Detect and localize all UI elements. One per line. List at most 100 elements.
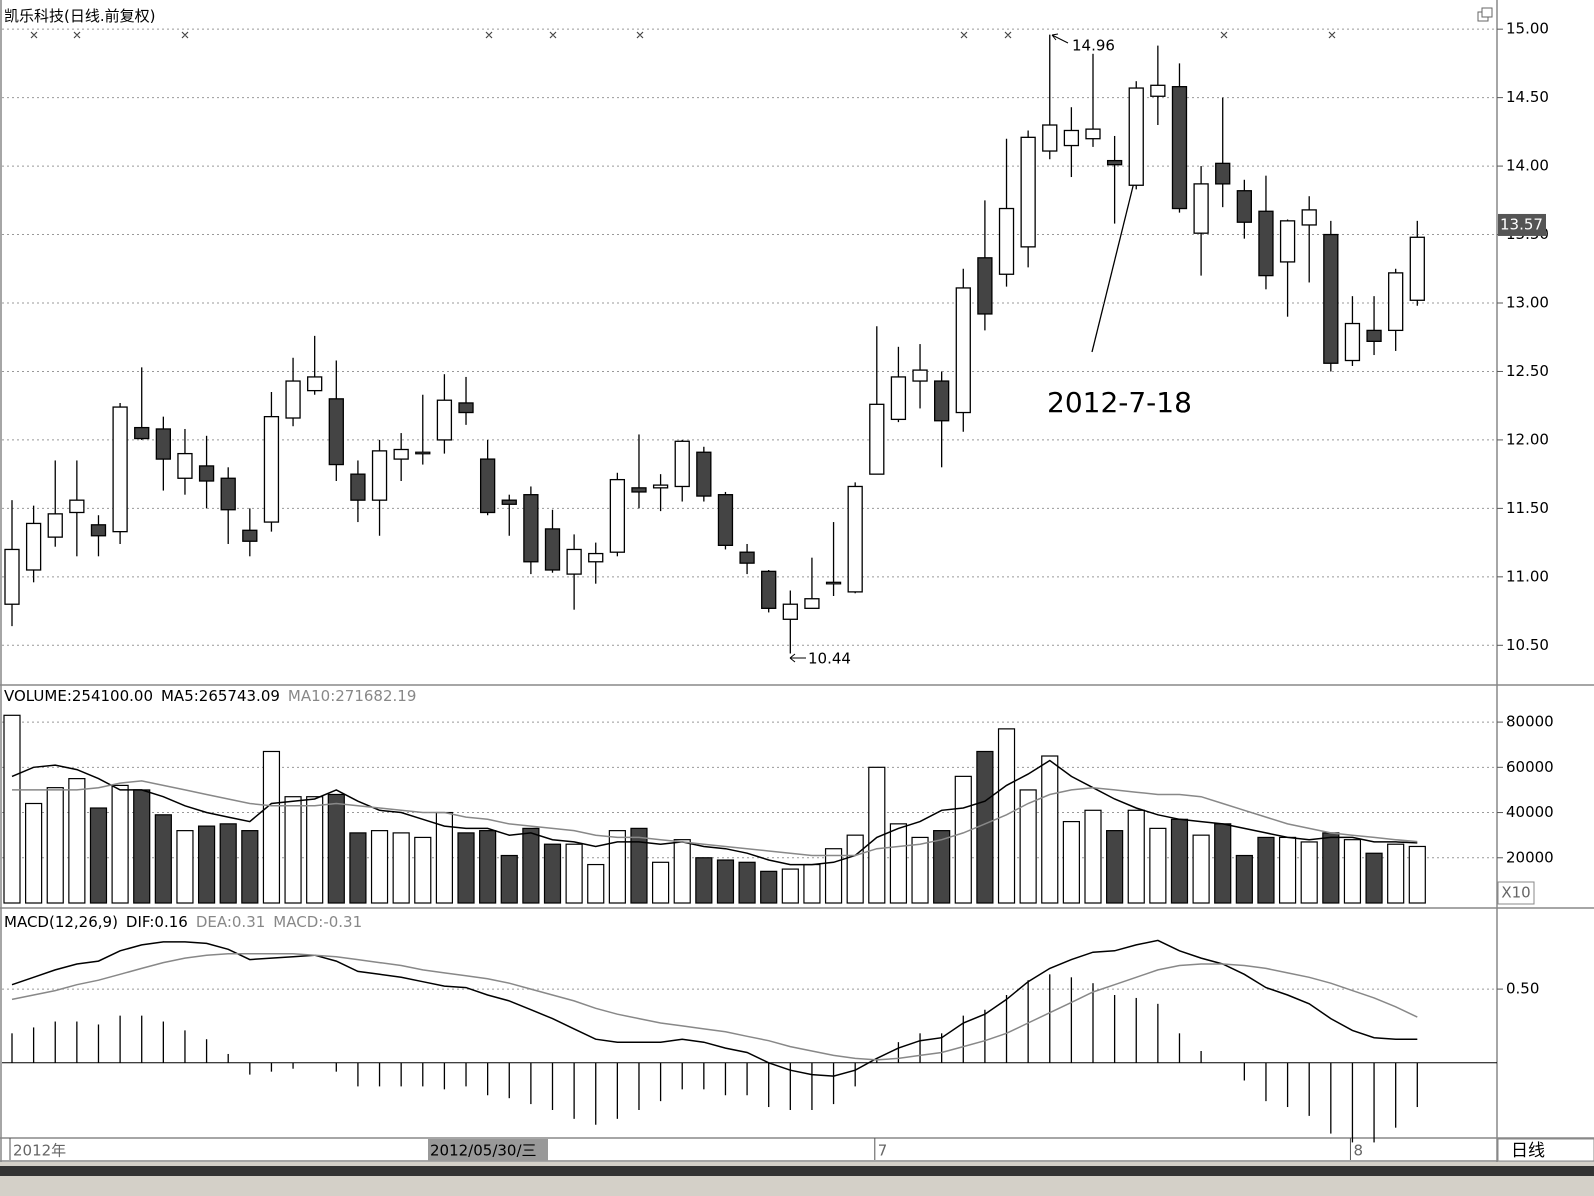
candle-body xyxy=(696,451,712,497)
volume-bar xyxy=(457,832,475,904)
volume-bar xyxy=(241,830,259,904)
candle-body xyxy=(739,551,755,564)
y-tick-label: 60000 xyxy=(1506,758,1554,776)
chart-title: 凯乐科技(日线.前复权) xyxy=(4,7,155,25)
volume-bar xyxy=(111,784,129,904)
volume-header-ma10: MA10:271682.19 xyxy=(288,687,416,705)
volume-bar xyxy=(1041,755,1059,904)
candle-body xyxy=(112,406,128,533)
candle-body xyxy=(977,257,993,315)
indicator-line xyxy=(12,780,1418,857)
candle-body xyxy=(1150,84,1166,97)
y-tick-label: 12.50 xyxy=(1506,362,1549,380)
candle-body xyxy=(501,499,517,505)
volume-bar xyxy=(46,787,64,904)
volume-bar xyxy=(284,796,302,904)
candle-body xyxy=(155,428,171,460)
volume-bar xyxy=(933,830,951,904)
volume-bar xyxy=(1149,827,1167,904)
volume-bar xyxy=(760,870,778,904)
volume-bar xyxy=(327,793,345,904)
volume-bar xyxy=(1300,841,1318,904)
annotation-high: 14.96 xyxy=(1072,37,1115,55)
candle-body xyxy=(415,451,431,455)
candle-body xyxy=(1215,162,1231,185)
candle-body xyxy=(717,494,734,546)
macd-header-name: MACD(12,26,9) xyxy=(4,913,118,931)
candle-body xyxy=(25,522,42,571)
candle-body xyxy=(609,478,626,553)
macd-header-macd: MACD:-0.31 xyxy=(273,913,362,931)
candle-body xyxy=(47,513,63,538)
y-tick-label: 11.50 xyxy=(1506,499,1549,517)
y-tick-label: 10.50 xyxy=(1506,636,1549,654)
period-label: 日线 xyxy=(1511,1141,1545,1161)
volume-bar xyxy=(781,868,799,904)
volume-bar xyxy=(1408,845,1426,904)
volume-bar xyxy=(1257,836,1275,904)
volume-bar xyxy=(1192,834,1210,904)
candle-body xyxy=(436,399,453,441)
y-tick-label: 20000 xyxy=(1506,848,1554,866)
y-tick-label: 14.00 xyxy=(1506,157,1549,175)
volume-bar xyxy=(954,775,972,904)
volume-bar xyxy=(868,766,886,904)
volume-bar xyxy=(889,823,908,904)
volume-bar xyxy=(1062,820,1080,904)
volume-bar xyxy=(349,832,367,904)
candle-body xyxy=(1279,220,1296,263)
candle-body xyxy=(371,450,388,501)
status-bar xyxy=(0,1166,1594,1176)
candle-body xyxy=(1063,129,1080,147)
candle-body xyxy=(934,380,950,422)
period-button[interactable] xyxy=(1497,1138,1594,1162)
candle-body xyxy=(544,528,561,571)
candle-body xyxy=(1128,87,1144,186)
volume-bar xyxy=(824,848,843,904)
volume-bar xyxy=(25,802,43,904)
event-markers xyxy=(30,31,1336,39)
volume-bar xyxy=(68,778,86,904)
candle-body xyxy=(1409,236,1425,301)
candle-body xyxy=(4,548,20,605)
candle-body xyxy=(566,548,582,575)
annotation-pointer xyxy=(1091,165,1139,353)
candle-body xyxy=(523,494,539,563)
volume-bar xyxy=(370,830,389,904)
candle-body xyxy=(307,376,323,392)
candle-body xyxy=(1301,209,1317,226)
volume-bar xyxy=(133,789,151,904)
volume-bar xyxy=(1214,823,1232,904)
window-icon[interactable] xyxy=(1477,7,1493,22)
y-tick-label: 13.00 xyxy=(1506,294,1549,312)
candle-body xyxy=(1366,329,1382,342)
title-text: 凯乐科技(日线.前复权) xyxy=(4,7,155,25)
indicator-line xyxy=(11,952,1418,1061)
volume-bar xyxy=(522,827,540,904)
last-price-label: 13.57 xyxy=(1500,215,1543,233)
volume-bar xyxy=(1235,854,1253,904)
volume-bar xyxy=(154,814,172,904)
volume-bar xyxy=(695,857,713,904)
volume-bar xyxy=(197,825,216,904)
y-tick-label: 12.00 xyxy=(1506,430,1549,448)
candle-body xyxy=(1193,183,1209,234)
last-price-box xyxy=(1498,213,1546,236)
candle-body xyxy=(652,484,669,489)
volume-bar xyxy=(219,823,237,904)
volume-bar xyxy=(414,836,432,904)
volume-bar xyxy=(1019,789,1037,904)
candle-body xyxy=(1020,136,1036,248)
volume-header: VOLUME:254100.00 MA5:265743.09 MA10:271682… xyxy=(4,687,416,705)
volume-bar xyxy=(306,796,324,904)
volume-bar xyxy=(262,750,281,904)
candle-body xyxy=(804,598,820,609)
volume-bar xyxy=(500,854,518,904)
candle-body xyxy=(220,477,236,511)
candle-body xyxy=(631,487,647,493)
volume-bar xyxy=(1387,843,1405,904)
volume-bar xyxy=(976,750,994,904)
x-tick-label: 2012年 xyxy=(13,1142,66,1160)
annotation-date: 2012-7-18 xyxy=(1047,386,1192,419)
